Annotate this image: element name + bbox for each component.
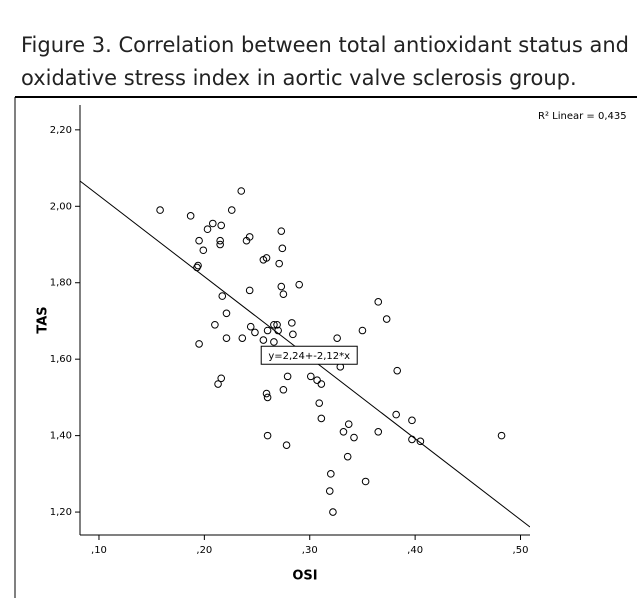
point [279, 290, 288, 299]
point [263, 326, 272, 335]
point [217, 374, 226, 383]
point [343, 452, 352, 461]
point [195, 236, 203, 245]
point [392, 410, 400, 419]
x-tick-label: ,20 [196, 545, 212, 556]
point [317, 414, 326, 423]
r2-label: R² Linear = 0,435 [538, 111, 627, 122]
y-tick-label: 2,00 [50, 201, 72, 212]
point [216, 240, 224, 249]
x-tick-label: ,10 [91, 545, 107, 556]
point [408, 416, 416, 425]
point [374, 428, 383, 436]
point [333, 334, 341, 342]
point [193, 263, 201, 272]
point [295, 280, 304, 289]
point [263, 393, 272, 402]
point [199, 246, 208, 255]
point [393, 366, 402, 375]
point [218, 292, 227, 300]
y-tick-label: 1,40 [50, 431, 72, 442]
point [325, 487, 334, 495]
point [288, 319, 296, 327]
point [246, 322, 255, 331]
point [282, 441, 291, 449]
point [242, 236, 251, 245]
point [374, 298, 383, 306]
point [222, 334, 231, 342]
point [222, 309, 231, 318]
y-axis-label: TAS [36, 306, 51, 333]
point [327, 470, 335, 478]
point [313, 376, 321, 385]
point [315, 399, 324, 407]
y-tick-label: 2,20 [50, 125, 72, 136]
point [277, 227, 286, 235]
point [283, 372, 292, 381]
point [274, 326, 282, 335]
point [263, 431, 272, 440]
title-line: Figure 3. Correlation between total anti… [21, 33, 629, 57]
point [238, 334, 247, 342]
point [344, 420, 353, 428]
point [273, 320, 281, 329]
point [211, 320, 219, 329]
point [339, 428, 348, 436]
point [203, 225, 212, 234]
x-tick-label: ,30 [302, 545, 318, 556]
point [186, 212, 195, 220]
y-tick-label: 1,20 [50, 507, 72, 518]
point [270, 338, 278, 346]
y-tick-label: 1,60 [50, 354, 72, 365]
point [262, 254, 271, 262]
x-tick-label: ,40 [407, 545, 423, 556]
point [227, 206, 236, 214]
point [277, 282, 286, 291]
fit-label: y=2,24+-2,12*x [268, 351, 350, 362]
point [408, 435, 416, 444]
y-tick-label: 1,80 [50, 278, 72, 289]
x-axis-label: OSI [292, 569, 317, 584]
point [289, 330, 297, 339]
point [275, 259, 283, 268]
point [317, 380, 326, 388]
point [358, 326, 367, 335]
fit-label-box [260, 345, 358, 365]
point [216, 236, 224, 245]
point [208, 219, 217, 228]
point [382, 315, 391, 323]
point [237, 187, 246, 195]
point [245, 286, 254, 295]
point [194, 261, 202, 270]
point [195, 340, 203, 348]
point [361, 477, 370, 486]
point [279, 385, 288, 394]
point [306, 372, 315, 381]
title-line: oxidative stress index in aortic valve s… [21, 66, 577, 90]
point [416, 437, 425, 446]
point [259, 336, 268, 344]
point [251, 328, 259, 337]
point [214, 380, 222, 388]
point [497, 431, 506, 440]
x-tick-label: ,50 [513, 545, 529, 556]
point [156, 206, 164, 214]
point [329, 508, 337, 516]
point [262, 389, 271, 398]
point [270, 320, 278, 329]
point [350, 433, 358, 442]
point [217, 221, 226, 230]
point [278, 244, 287, 253]
